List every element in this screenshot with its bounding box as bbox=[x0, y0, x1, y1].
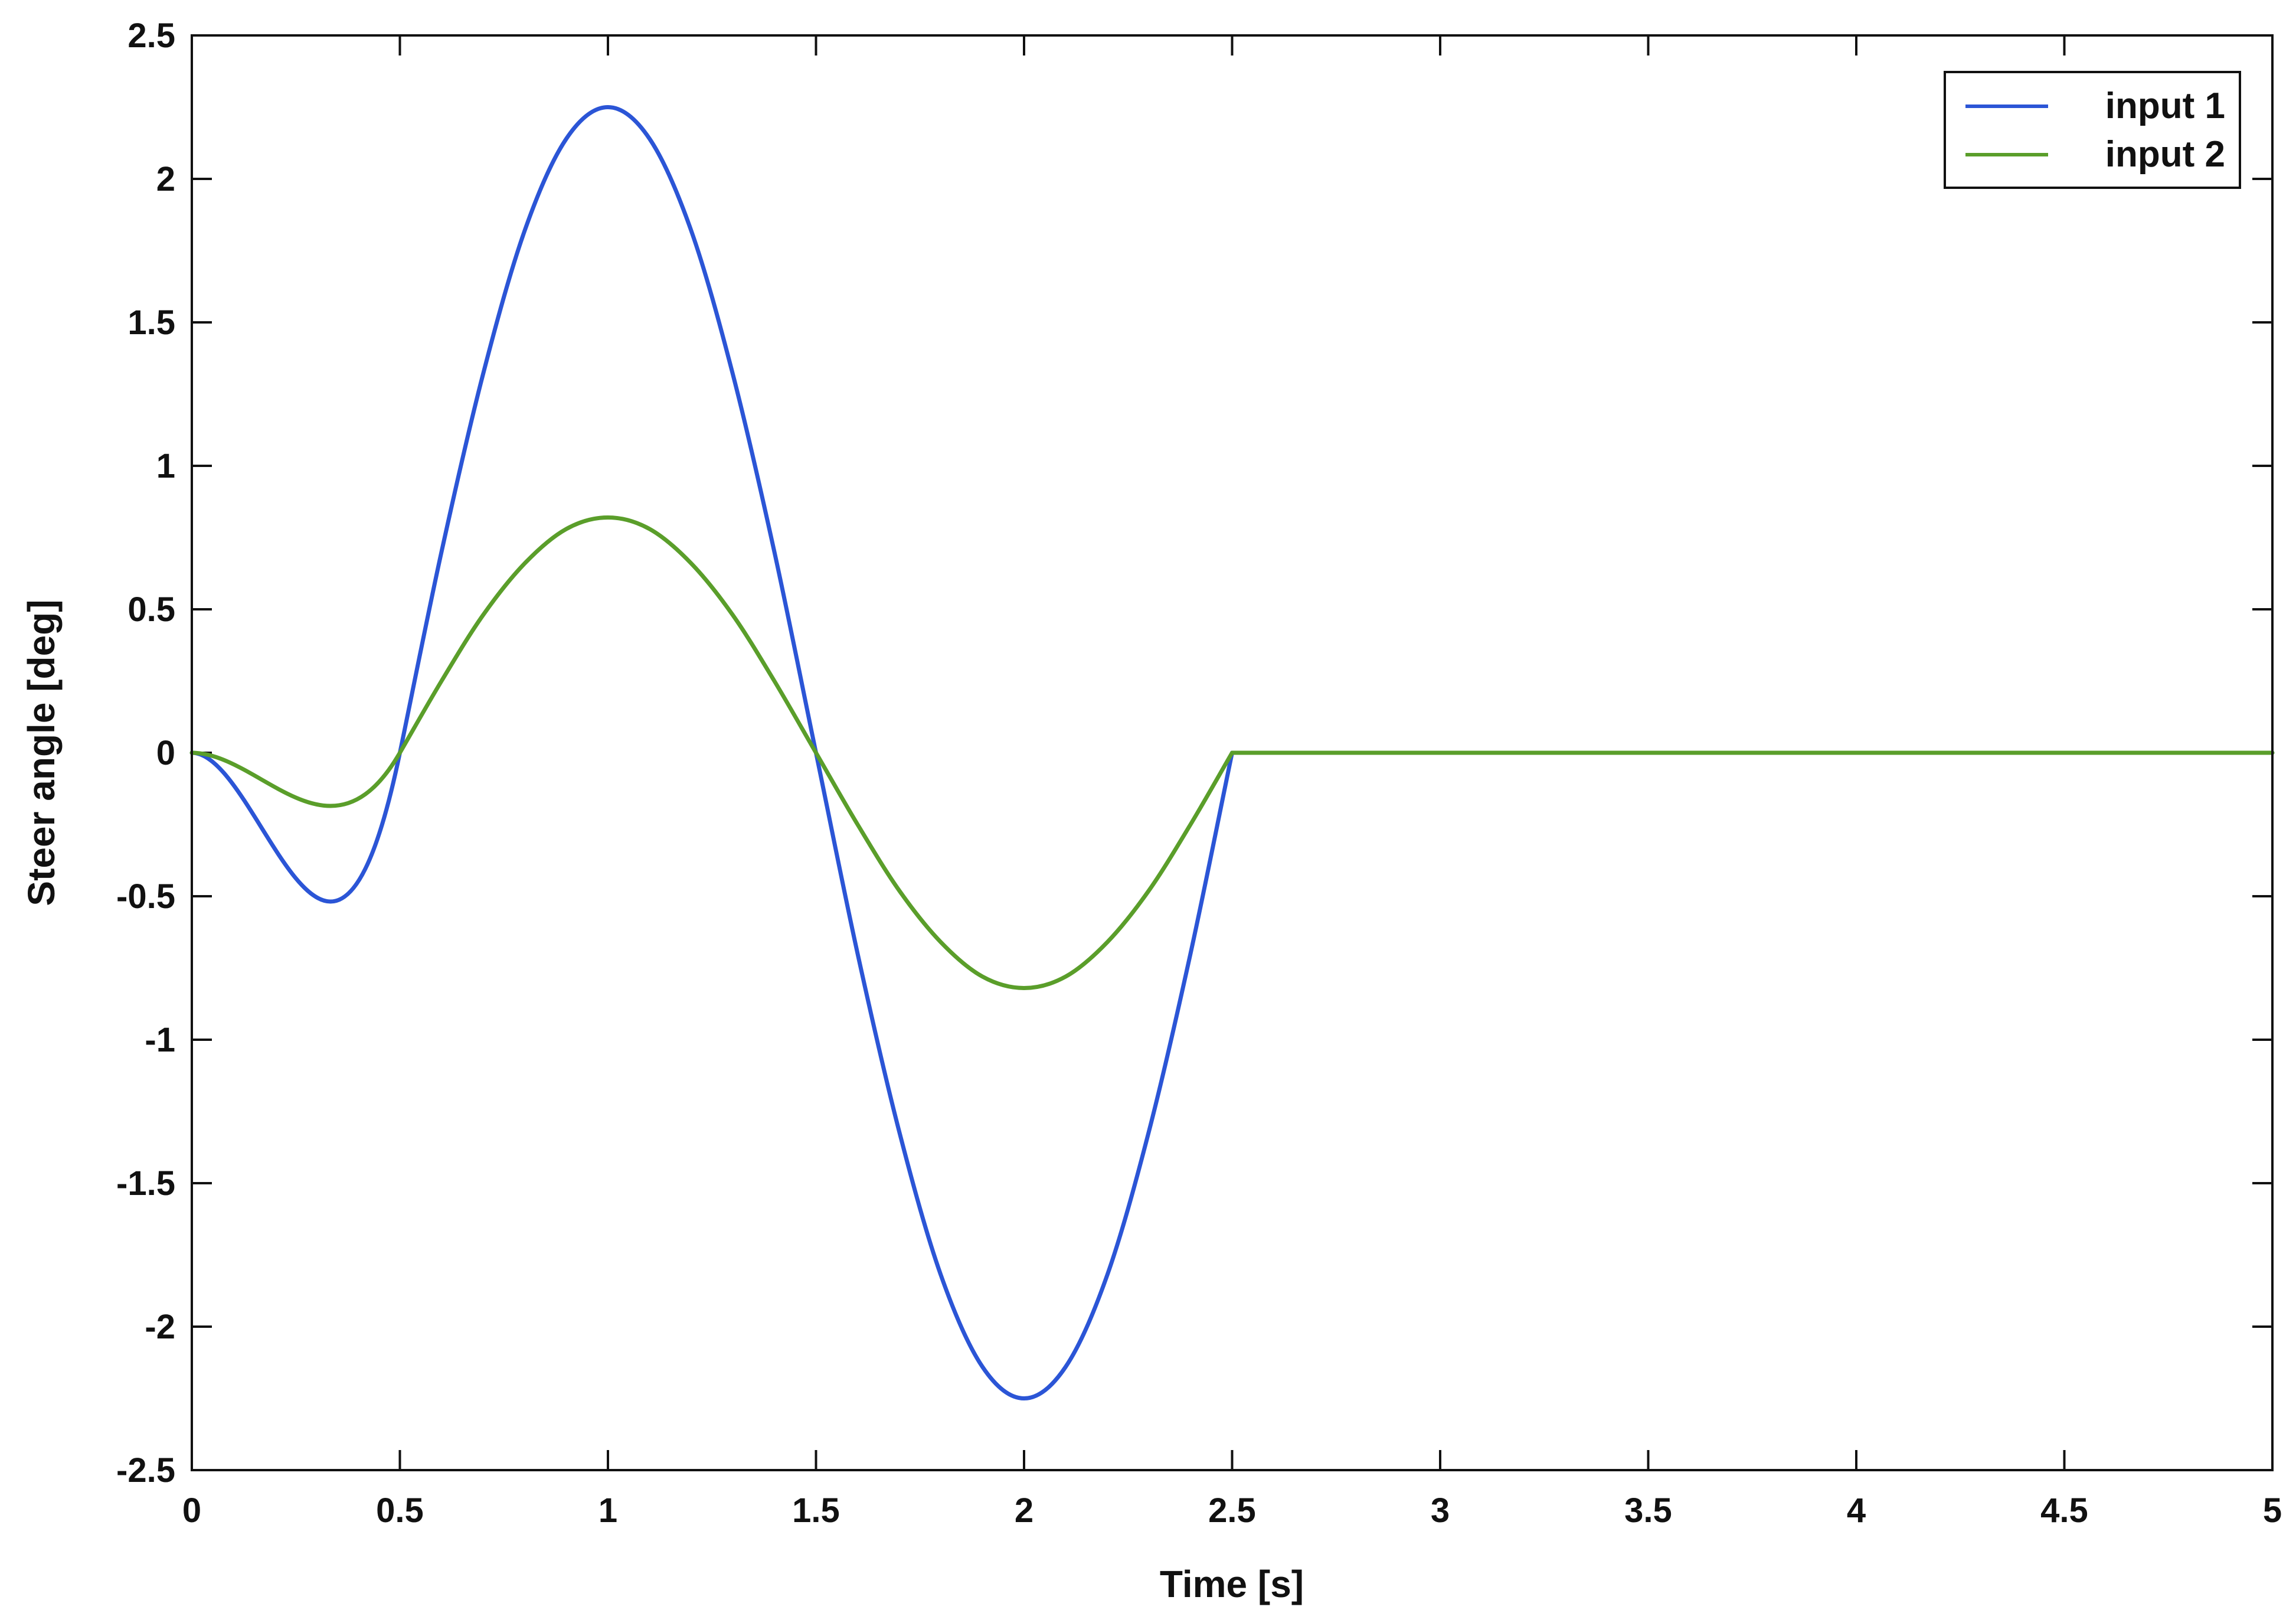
series-line-input-2 bbox=[189, 515, 2275, 990]
x-axis-label: Time [s] bbox=[1160, 1563, 1304, 1605]
legend-label-input-2: input 2 bbox=[2105, 134, 2225, 175]
y-tick-label: 1.5 bbox=[127, 303, 175, 342]
y-tick-label: -1.5 bbox=[116, 1164, 175, 1203]
x-tick-label: 0 bbox=[182, 1491, 201, 1530]
x-tick-label: 5 bbox=[2263, 1491, 2282, 1530]
series-line-input-1 bbox=[189, 105, 2275, 1400]
y-tick-label: -0.5 bbox=[116, 877, 175, 916]
y-tick-label: 0.5 bbox=[127, 590, 175, 629]
plot-area-frame bbox=[191, 34, 2274, 1471]
y-tick-label: -2.5 bbox=[116, 1451, 175, 1490]
x-tick-label: 3.5 bbox=[1624, 1491, 1672, 1530]
x-tick-label: 1 bbox=[598, 1491, 617, 1530]
x-tick-label: 4 bbox=[1847, 1491, 1866, 1530]
x-tick-label: 2 bbox=[1015, 1491, 1033, 1530]
y-axis-label: Steer angle [deg] bbox=[20, 599, 63, 906]
y-tick-label: 0 bbox=[156, 734, 175, 772]
legend: input 1 input 2 bbox=[1944, 71, 2241, 189]
x-tick-label: 1.5 bbox=[792, 1491, 840, 1530]
x-tick-label: 3 bbox=[1431, 1491, 1450, 1530]
legend-label-input-1: input 1 bbox=[2105, 86, 2225, 126]
y-tick-label: -2 bbox=[145, 1308, 175, 1346]
y-tick-label: -1 bbox=[145, 1021, 175, 1059]
y-tick-label: 1 bbox=[156, 447, 175, 485]
x-tick-label: 2.5 bbox=[1208, 1491, 1256, 1530]
x-tick-label: 4.5 bbox=[2040, 1491, 2088, 1530]
y-tick-label: 2 bbox=[156, 160, 175, 198]
y-tick-label: 2.5 bbox=[127, 17, 175, 55]
legend-box bbox=[1944, 71, 2241, 189]
x-tick-label: 0.5 bbox=[376, 1491, 424, 1530]
